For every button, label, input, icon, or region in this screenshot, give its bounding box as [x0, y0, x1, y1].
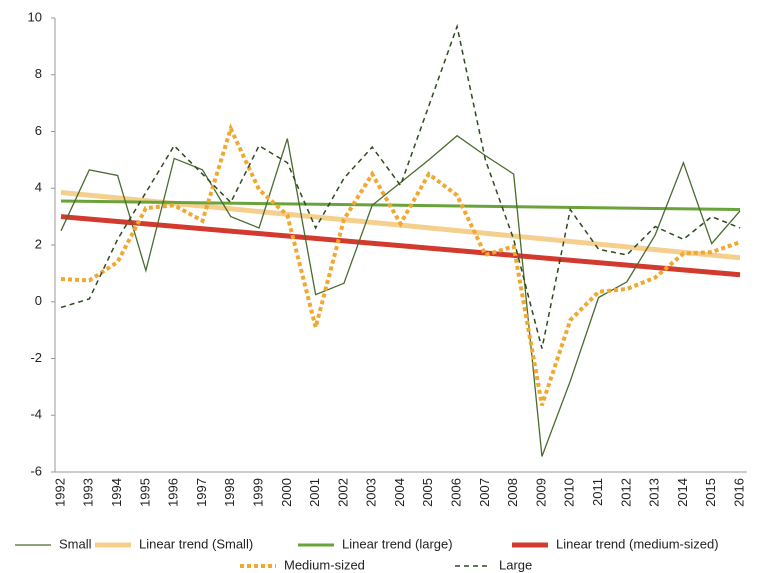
y-tick-label: 6 — [35, 123, 42, 138]
legend-label: Linear trend (medium-sized) — [556, 536, 719, 551]
x-tick-label: 2012 — [618, 478, 633, 507]
x-tick-label: 1993 — [81, 478, 96, 507]
y-tick-label: 2 — [35, 236, 42, 251]
y-tick-label: -6 — [30, 463, 42, 478]
y-tick-label: -4 — [30, 407, 42, 422]
x-tick-label: 2014 — [675, 478, 690, 507]
x-tick-label: 1997 — [194, 478, 209, 507]
x-tick-label: 1994 — [109, 478, 124, 507]
x-tick-label: 2010 — [562, 478, 577, 507]
x-tick-label: 1999 — [250, 478, 265, 507]
y-tick-label: -2 — [30, 350, 42, 365]
series-line — [60, 23, 741, 349]
x-tick-label: 2007 — [477, 478, 492, 507]
y-tick-label: 0 — [35, 293, 42, 308]
x-tick-label: 2011 — [590, 478, 605, 506]
x-tick-label: 2013 — [647, 478, 662, 507]
series-line — [60, 134, 741, 457]
legend-label: Large — [499, 557, 532, 572]
x-tick-label: 2001 — [307, 478, 322, 507]
x-tick-label: 2016 — [731, 478, 746, 507]
x-tick-label: 2002 — [335, 478, 350, 507]
x-tick-label: 1998 — [222, 478, 237, 507]
x-tick-label: 2005 — [420, 478, 435, 507]
legend-label: Medium-sized — [284, 557, 365, 572]
x-tick-label: 1996 — [166, 478, 181, 507]
x-tick-label: 2000 — [279, 478, 294, 507]
x-tick-label: 2004 — [392, 478, 407, 507]
x-tick-label: 2009 — [533, 478, 548, 507]
x-tick-label: 2003 — [364, 478, 379, 507]
y-tick-label: 8 — [35, 66, 42, 81]
x-tick-label: 2015 — [703, 478, 718, 507]
x-tick-label: 2008 — [505, 478, 520, 507]
series-line — [60, 199, 741, 212]
legend-label: Linear trend (large) — [342, 536, 453, 551]
legend-label: Linear trend (Small) — [139, 536, 253, 551]
y-tick-label: 10 — [28, 9, 42, 24]
series-line — [60, 214, 741, 278]
series-line — [60, 123, 741, 406]
x-tick-label: 2006 — [449, 478, 464, 507]
y-tick-label: 4 — [35, 180, 42, 195]
x-tick-label: 1995 — [137, 478, 152, 507]
legend-label: Small — [59, 536, 92, 551]
x-tick-label: 1992 — [52, 478, 67, 507]
